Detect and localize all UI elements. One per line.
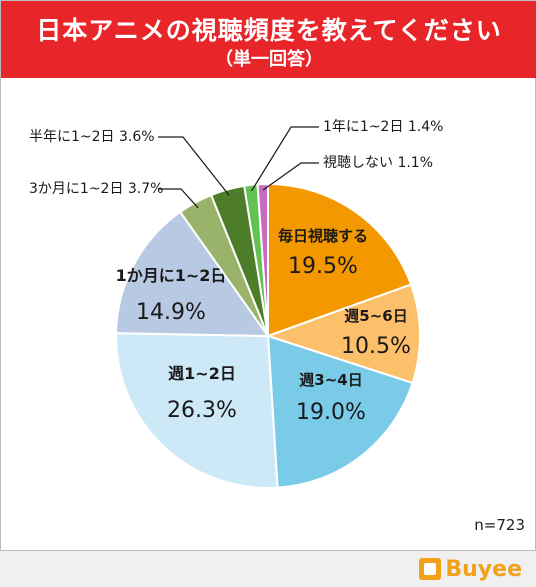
pie-slice-9 [256,182,269,337]
pie-slice-3 [266,334,414,489]
slice-label-3: 週3~4日 [299,371,362,389]
slice-label-9: 視聴しない 1.1% [323,155,433,171]
slice-value-4: 26.3% [167,398,237,423]
slice-label-4: 週1~2日 [168,364,236,383]
slice-label-7: 半年に1~2日 3.6% [29,129,155,145]
leader-line-9 [262,162,319,191]
leader-line-7 [158,136,230,196]
slice-value-2: 10.5% [341,334,411,359]
buyee-box-icon [419,558,442,580]
slice-label-5: 1か月に1~2日 [116,266,227,285]
pie-slice-2 [264,283,421,385]
pie-chart: 毎日視聴する 19.5% 週5~6日 10.5% 週3~4日 19.0% 週1~2日 26.3… [29,119,443,489]
chart-card: 日本アニメの視聴頻度を教えてください （単一回答） 毎日視聴する 19.5% 週5~… [0,0,536,551]
leader-line-8 [251,126,319,192]
slice-label-6: 3か月に1~2日 3.7% [29,181,163,197]
chart-title: 日本アニメの視聴頻度を教えてください [36,16,502,45]
brand-name: Buyee [445,556,522,582]
sample-size-label: n=723 [474,516,525,534]
slice-value-5: 14.9% [136,300,206,325]
slice-label-2: 週5~6日 [344,307,407,325]
slice-label-1: 毎日視聴する [278,227,368,245]
slice-value-3: 19.0% [296,400,366,425]
leader-line-6 [158,188,199,209]
chart-subtitle: （単一回答） [215,49,323,70]
pie-slice-1 [267,182,413,338]
brand-logo: Buyee [419,554,522,584]
slice-label-8: 1年に1~2日 1.4% [323,119,443,135]
pie-slice-4 [115,332,279,489]
title-banner: 日本アニメの視聴頻度を教えてください （単一回答） [1,1,536,78]
slice-value-1: 19.5% [288,254,358,279]
pie-slice-5 [115,210,270,338]
